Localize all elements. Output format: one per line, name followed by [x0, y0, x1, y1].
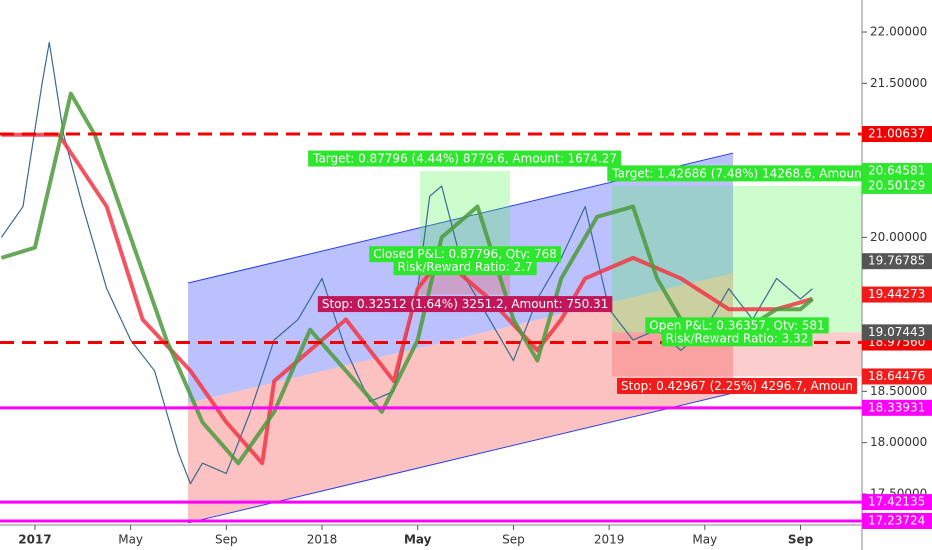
position-label-bg: [369, 246, 561, 263]
series-line: [1, 132, 814, 466]
position-label-bg: [617, 377, 857, 394]
position-label-bg: [661, 330, 813, 347]
position-label: Target: 1.42686 (7.48%) 14268.6, Amoun: [611, 166, 861, 180]
x-tick-label: 2017: [18, 533, 51, 547]
price-tag-label: 20.64581: [868, 164, 925, 178]
price-tag: [862, 324, 932, 341]
price-tag: [862, 399, 932, 416]
position-label-bg: [393, 259, 537, 276]
price-tag-label: 21.00637: [868, 127, 925, 141]
price-tag-label: 17.42135: [868, 495, 925, 509]
y-tick-label: 18.50000: [870, 384, 927, 398]
position-label-bg: [607, 165, 862, 182]
x-tick-label: 2019: [594, 533, 625, 547]
price-tag-label: 19.76785: [868, 254, 925, 268]
price-tag: [862, 163, 932, 180]
y-tick-label: 18.00000: [870, 435, 927, 449]
price-tag: [862, 368, 932, 385]
price-tag: [862, 177, 932, 194]
plot-area: Target: 0.87796 (4.44%) 8779.6, Amount: …: [0, 41, 862, 524]
y-tick-label: 21.50000: [870, 76, 927, 90]
price-tag-label: 19.07443: [868, 325, 925, 339]
position-label: Risk/Reward Ratio: 3.32: [666, 331, 809, 345]
position-label: Target: 0.87796 (4.44%) 8779.6, Amount: …: [312, 152, 617, 166]
price-tag-label: 18.33931: [868, 400, 925, 414]
position-label: Open P&L: 0.36357, Qty: 581: [649, 318, 824, 332]
price-tag-label: 19.44273: [868, 287, 925, 301]
price-tag: [862, 512, 932, 529]
position-label: Stop: 0.32512 (1.64%) 3251.2, Amount: 75…: [322, 297, 609, 311]
channel-lower: [188, 273, 734, 523]
axes: 22.00000 21.50000 20.00000 18.50000 18.00000…: [18, 25, 932, 547]
position-label: Closed P&L: 0.87796, Qty: 768: [373, 247, 557, 261]
x-tick-label: May: [118, 533, 143, 547]
price-tag-label: 17.23724: [868, 513, 925, 527]
x-tick-label: May: [692, 533, 717, 547]
position-label: Stop: 0.42967 (2.25%) 4296.7, Amoun: [621, 379, 853, 393]
price-tag: [862, 126, 932, 143]
price-tag-label: 20.50129: [868, 178, 925, 192]
price-tag: [862, 286, 932, 303]
y-tick-label: 20.00000: [870, 230, 927, 244]
position-label-bg: [308, 150, 622, 167]
series-line: [0, 91, 814, 466]
price-tag: [862, 494, 932, 511]
x-tick-label: May: [404, 533, 432, 547]
y-tick-label: 22.00000: [870, 25, 927, 39]
x-tick-label: 2018: [307, 533, 338, 547]
price-tag-label: 18.64476: [868, 369, 925, 383]
position-label-bg: [645, 317, 829, 334]
x-tick-label: Sep: [502, 533, 525, 547]
price-tag: [862, 253, 932, 270]
position-label: Risk/Reward Ratio: 2.7: [398, 260, 533, 274]
position-label-bg: [317, 296, 613, 313]
x-tick-label: Sep: [788, 533, 814, 547]
x-tick-label: Sep: [215, 533, 238, 547]
